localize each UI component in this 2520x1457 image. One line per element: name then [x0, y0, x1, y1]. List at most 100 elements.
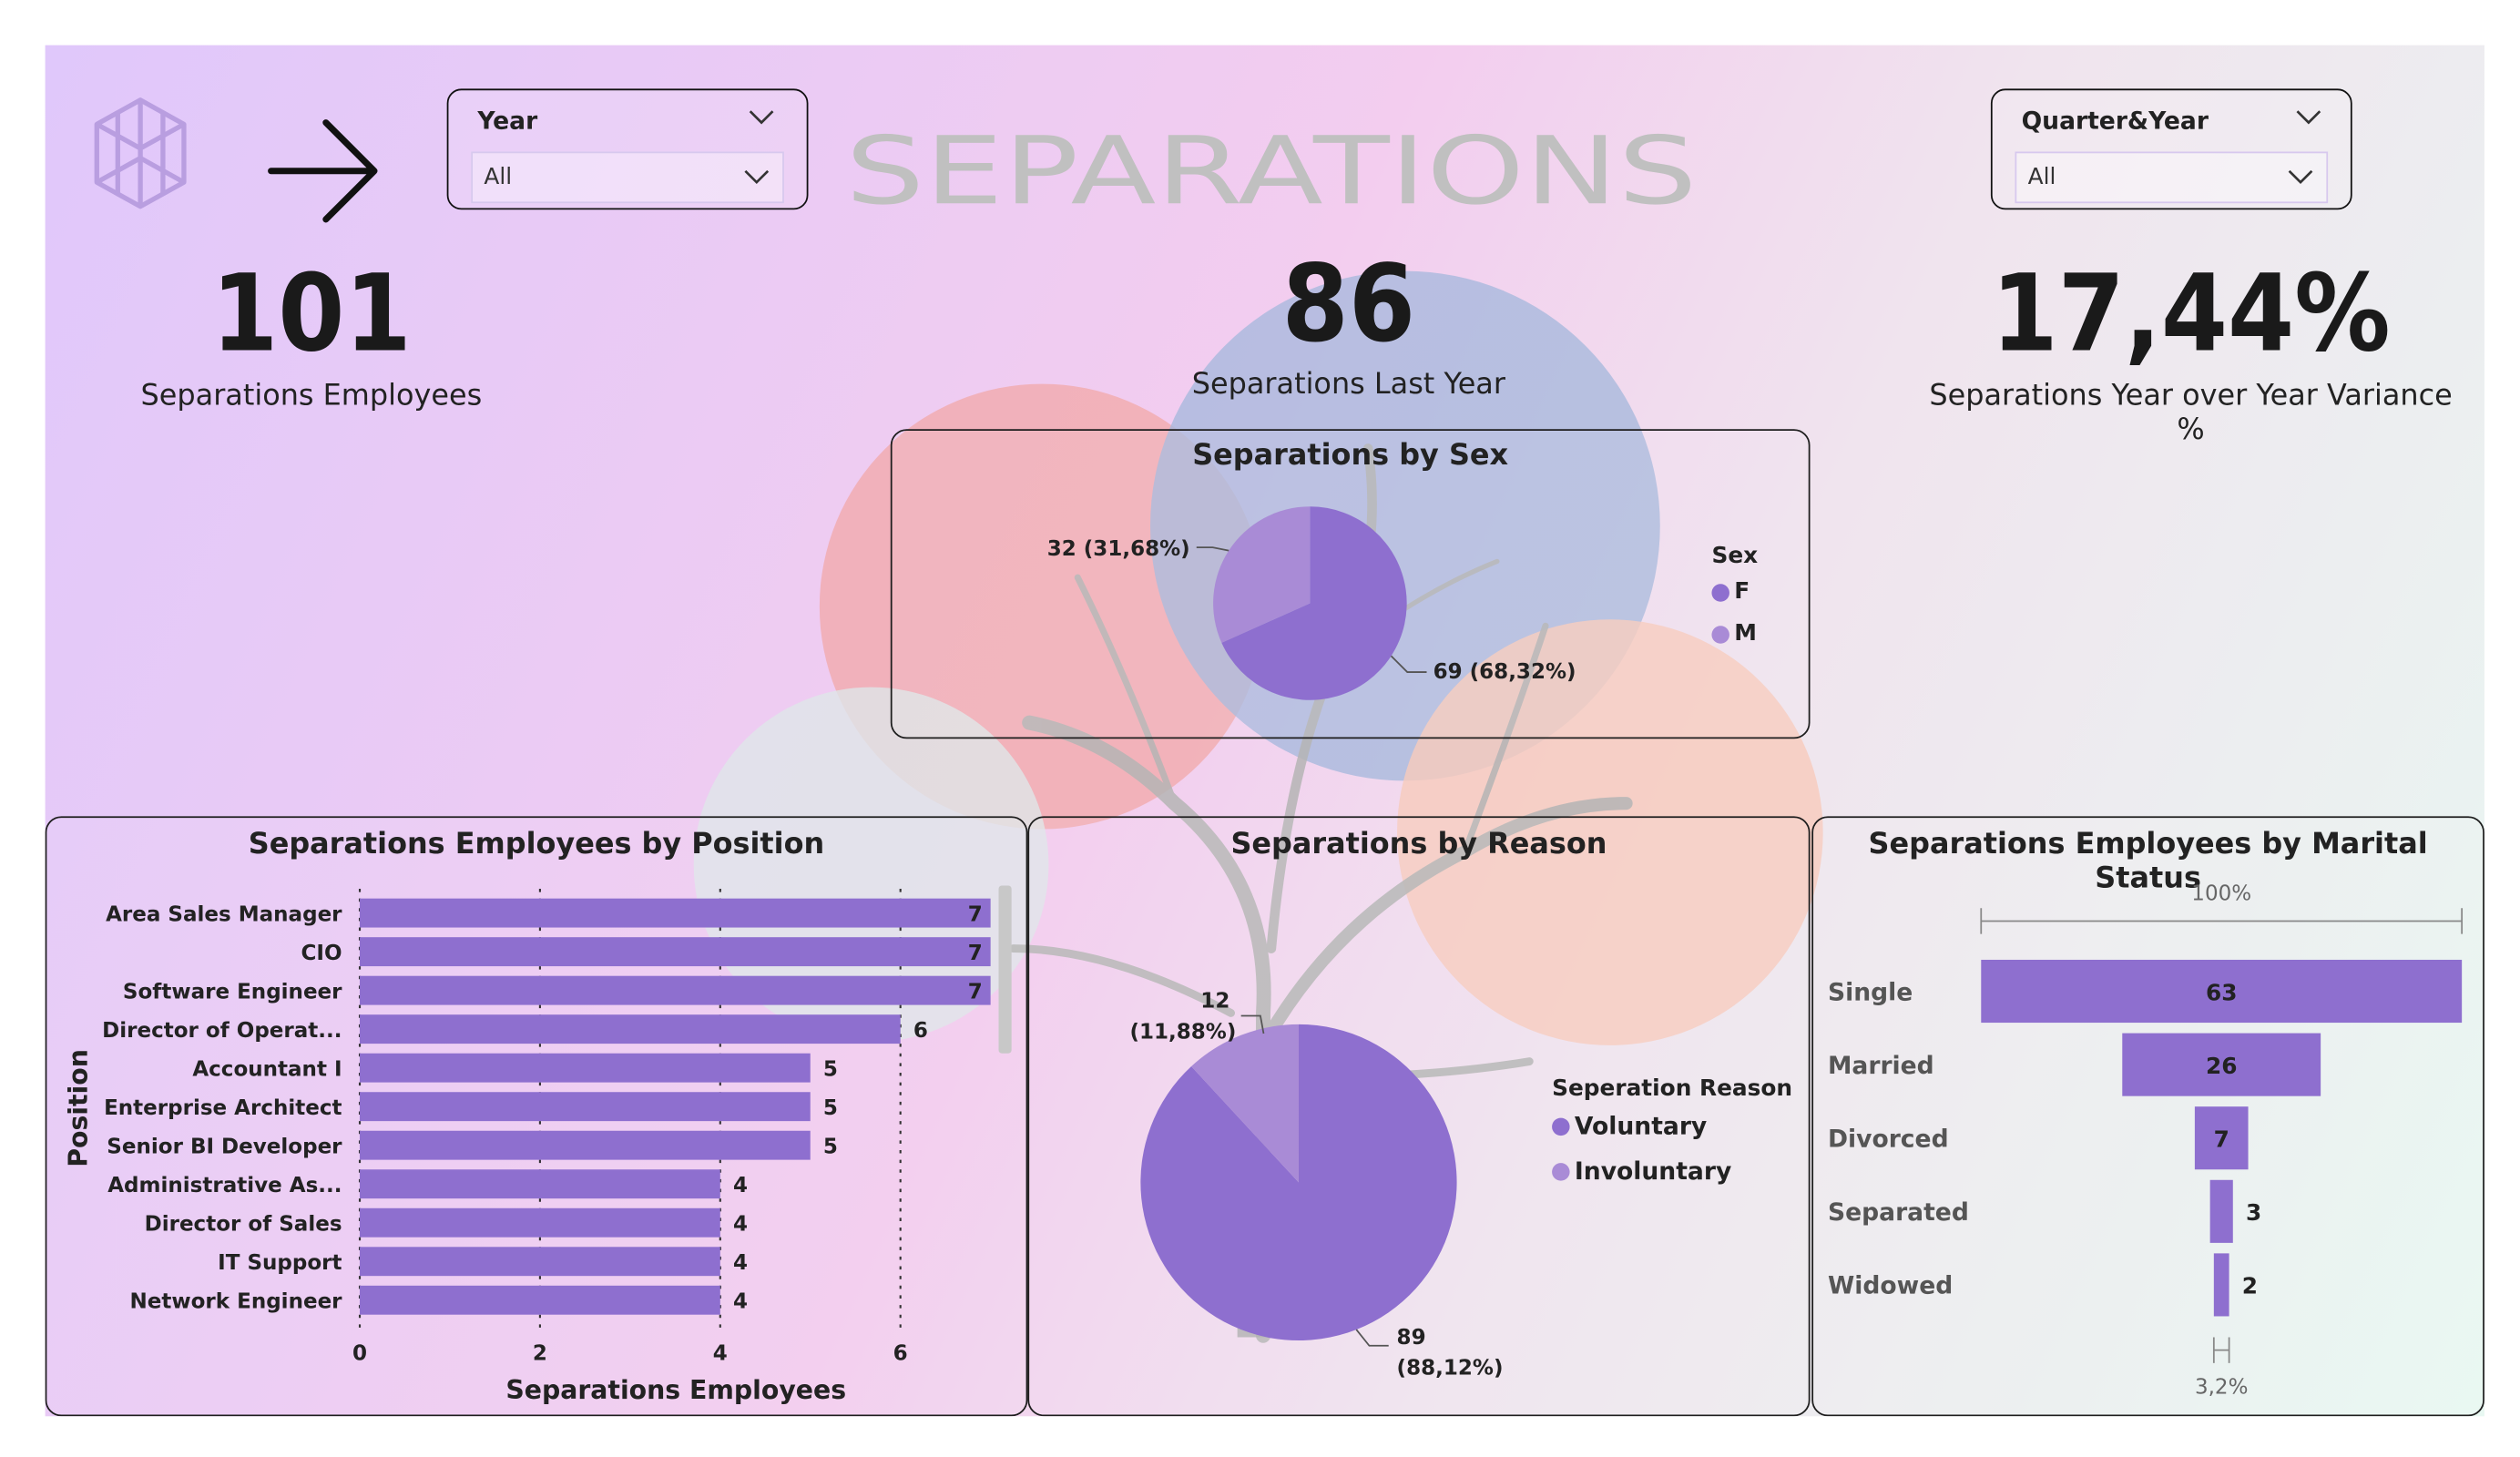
kpi-last-year-label: Separations Last Year	[1191, 367, 1505, 402]
chart-title-marital: Separations Employees by Marital Status	[1868, 827, 2428, 896]
kpi-variance-value: 17,44%	[1991, 251, 2391, 376]
reason-legend-item-involuntary[interactable]: Involuntary	[1552, 1156, 1792, 1186]
data-label: 5	[823, 1096, 838, 1120]
chart-title-reason: Separations by Reason	[1230, 827, 1607, 861]
sex-legend: Sex F M	[1711, 544, 1758, 647]
y-tick-label: IT Support	[218, 1251, 342, 1275]
funnel-bar-divorced[interactable]	[2194, 1106, 2249, 1170]
reason-data-pct-involuntary: (11,88%)	[1129, 1020, 1236, 1044]
year-dropdown[interactable]: All	[471, 151, 784, 204]
chart-card-reason: Separations by Reason 89 (88,12%) 12 (11,88…	[1027, 816, 1811, 1417]
arrow-right-icon	[268, 119, 378, 223]
quarter-year-dropdown[interactable]: All	[2015, 151, 2329, 204]
chart-card-position: Separations Employees by Position 0 2 4 6 Ar…	[45, 816, 1028, 1417]
bar-network-engineer[interactable]	[360, 1285, 720, 1315]
dashboard-canvas: Year All SEPARATIONS Quarter&Year All 10…	[45, 45, 2484, 1417]
reason-data-pct-voluntary: (88,12%)	[1397, 1357, 1504, 1381]
data-label: 6	[913, 1019, 928, 1043]
kpi-employees-label: Separations Employees	[140, 379, 483, 413]
sex-legend-item-m[interactable]: M	[1711, 621, 1758, 647]
data-label: 7	[968, 902, 983, 926]
funnel-category-label: Single	[1828, 978, 1913, 1006]
sex-legend-item-f[interactable]: F	[1711, 579, 1758, 605]
marital-funnel-chart: 100% Single 63 Married 26 Divorced 7 Separated 3…	[1828, 881, 2464, 1399]
bar-director-of-operat[interactable]	[360, 1014, 901, 1044]
y-tick-label: CIO	[301, 942, 342, 965]
chevron-down-icon[interactable]	[749, 109, 774, 126]
funnel-data-label: 63	[2206, 979, 2238, 1005]
data-label: 4	[733, 1213, 748, 1237]
svg-text:SEPARATIONS: SEPARATIONS	[845, 117, 1697, 226]
quarter-year-slicer[interactable]: Quarter&Year All	[1990, 88, 2352, 210]
kpi-last-year-value: 86	[1281, 241, 1416, 367]
sex-pie-chart: 69 (68,32%) 32 (31,68%)	[1047, 506, 1576, 700]
y-tick-label: Network Engineer	[129, 1290, 342, 1314]
funnel-bar-separated[interactable]	[2209, 1179, 2233, 1243]
bar-area-sales-manager[interactable]	[360, 898, 991, 928]
y-tick-label: Accountant I	[192, 1058, 342, 1082]
data-label: 4	[733, 1290, 748, 1314]
funnel-category-label: Married	[1828, 1052, 1934, 1080]
bar-it-support[interactable]	[360, 1247, 720, 1277]
data-label: 4	[733, 1174, 748, 1197]
y-tick-label: Software Engineer	[123, 980, 342, 1004]
scrollbar[interactable]	[998, 885, 1012, 1054]
reason-pie-chart: 89 (88,12%) 12 (11,88%)	[1129, 990, 1504, 1381]
pie-slice-involuntary[interactable]	[1191, 1024, 1299, 1183]
bar-director-of-sales[interactable]	[360, 1207, 720, 1238]
reason-data-count-involuntary: 12	[1200, 990, 1229, 1014]
data-label: 4	[733, 1251, 748, 1275]
y-tick-label: Director of Operat...	[102, 1019, 342, 1043]
funnel-category-label: Divorced	[1828, 1125, 1949, 1153]
year-slicer-label: Year	[477, 106, 538, 136]
funnel-category-label: Separated	[1828, 1198, 1969, 1227]
funnel-data-label: 26	[2206, 1053, 2238, 1079]
x-axis-label: Separations Employees	[505, 1375, 846, 1405]
reason-legend-title: Seperation Reason	[1552, 1075, 1793, 1102]
reason-legend-item-voluntary[interactable]: Voluntary	[1552, 1111, 1792, 1140]
quarter-year-dropdown-value: All	[2027, 164, 2056, 191]
chart-card-sex: Separations by Sex 69 (68,32%) 32 (31,68%…	[890, 429, 1811, 739]
position-bar-chart: 0 2 4 6 Area Sales Manager 7 CIO 7 Software Engi…	[64, 889, 991, 1405]
sex-label-leader-m	[1196, 546, 1229, 552]
page-title: SEPARATIONS	[836, 109, 1708, 239]
chevron-down-icon[interactable]	[744, 169, 770, 186]
funnel-data-label: 7	[2214, 1126, 2229, 1152]
bar-cio[interactable]	[360, 937, 991, 967]
funnel-data-label: 3	[2246, 1199, 2261, 1226]
data-label: 7	[968, 942, 983, 965]
bar-accountant-i[interactable]	[360, 1053, 811, 1083]
pie-slice-m[interactable]	[1213, 506, 1311, 643]
sex-legend-title: Sex	[1711, 543, 1759, 570]
y-tick-label: Enterprise Architect	[104, 1096, 342, 1120]
chevron-down-icon[interactable]	[2296, 109, 2321, 126]
kpi-variance-label: Separations Year over Year Variance %	[1929, 379, 2453, 447]
funnel-category-label: Widowed	[1828, 1272, 1953, 1300]
x-tick-label: 6	[893, 1341, 908, 1365]
funnel-bar-widowed[interactable]	[2213, 1253, 2229, 1317]
sex-data-label-m: 32 (31,68%)	[1047, 537, 1190, 561]
y-axis-label: Position	[64, 1049, 94, 1167]
data-label: 5	[823, 1058, 838, 1082]
chevron-down-icon[interactable]	[2288, 169, 2313, 186]
funnel-bar-single[interactable]	[1981, 959, 2463, 1024]
year-slicer[interactable]: Year All	[446, 88, 809, 210]
kpi-employees-value: 101	[211, 251, 412, 376]
chart-title-position: Separations Employees by Position	[248, 827, 825, 861]
pie-slice-voluntary[interactable]	[1140, 1024, 1457, 1341]
bar-senior-bi-developer[interactable]	[360, 1130, 811, 1160]
bar-enterprise-architect[interactable]	[360, 1092, 811, 1122]
chart-title-sex: Separations by Sex	[1192, 438, 1509, 474]
y-tick-label: Senior BI Developer	[107, 1136, 342, 1159]
year-dropdown-value: All	[484, 164, 513, 191]
funnel-bar-married[interactable]	[2122, 1033, 2321, 1096]
x-tick-label: 0	[352, 1341, 367, 1365]
bar-administrative-as[interactable]	[360, 1169, 720, 1199]
funnel-data-label: 2	[2242, 1273, 2258, 1299]
quarter-year-slicer-label: Quarter&Year	[2021, 106, 2209, 136]
y-tick-label: Area Sales Manager	[106, 902, 342, 926]
sex-data-label-f: 69 (68,32%)	[1433, 660, 1576, 684]
bar-software-engineer[interactable]	[360, 975, 991, 1005]
pie-slice-f[interactable]	[1221, 506, 1407, 700]
funnel-top-percent: 100%	[2191, 881, 2251, 905]
